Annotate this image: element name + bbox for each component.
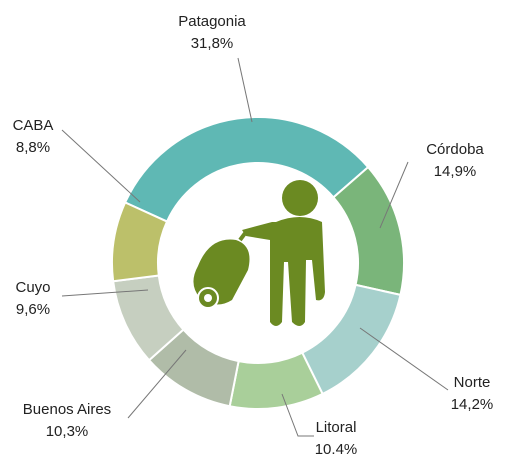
leader-line xyxy=(237,57,253,123)
leader-line xyxy=(359,327,449,391)
category-label: Cuyo xyxy=(15,279,50,296)
leader-line xyxy=(61,289,149,297)
category-label: Norte xyxy=(454,374,491,391)
leader-line xyxy=(127,349,187,419)
category-label: Patagonia xyxy=(178,13,246,30)
value-label: 31,8% xyxy=(191,35,234,52)
donut-segment xyxy=(111,201,169,283)
category-label: Buenos Aires xyxy=(23,401,111,418)
value-label: 14,9% xyxy=(434,163,477,180)
value-label: 10,3% xyxy=(46,423,89,440)
category-label: CABA xyxy=(13,117,54,134)
value-label: 9,6% xyxy=(16,301,50,318)
value-label: 8,8% xyxy=(16,139,50,156)
leader-line xyxy=(61,129,141,203)
traveler-icon xyxy=(193,180,325,326)
value-label: 14,2% xyxy=(451,396,494,413)
value-label: 10.4% xyxy=(315,441,358,457)
category-label: Córdoba xyxy=(426,141,484,158)
donut-segment xyxy=(300,283,402,396)
donut-segment xyxy=(123,116,370,223)
leader-line xyxy=(379,161,409,229)
leader-line xyxy=(281,393,314,437)
category-label: Litoral xyxy=(316,419,357,436)
